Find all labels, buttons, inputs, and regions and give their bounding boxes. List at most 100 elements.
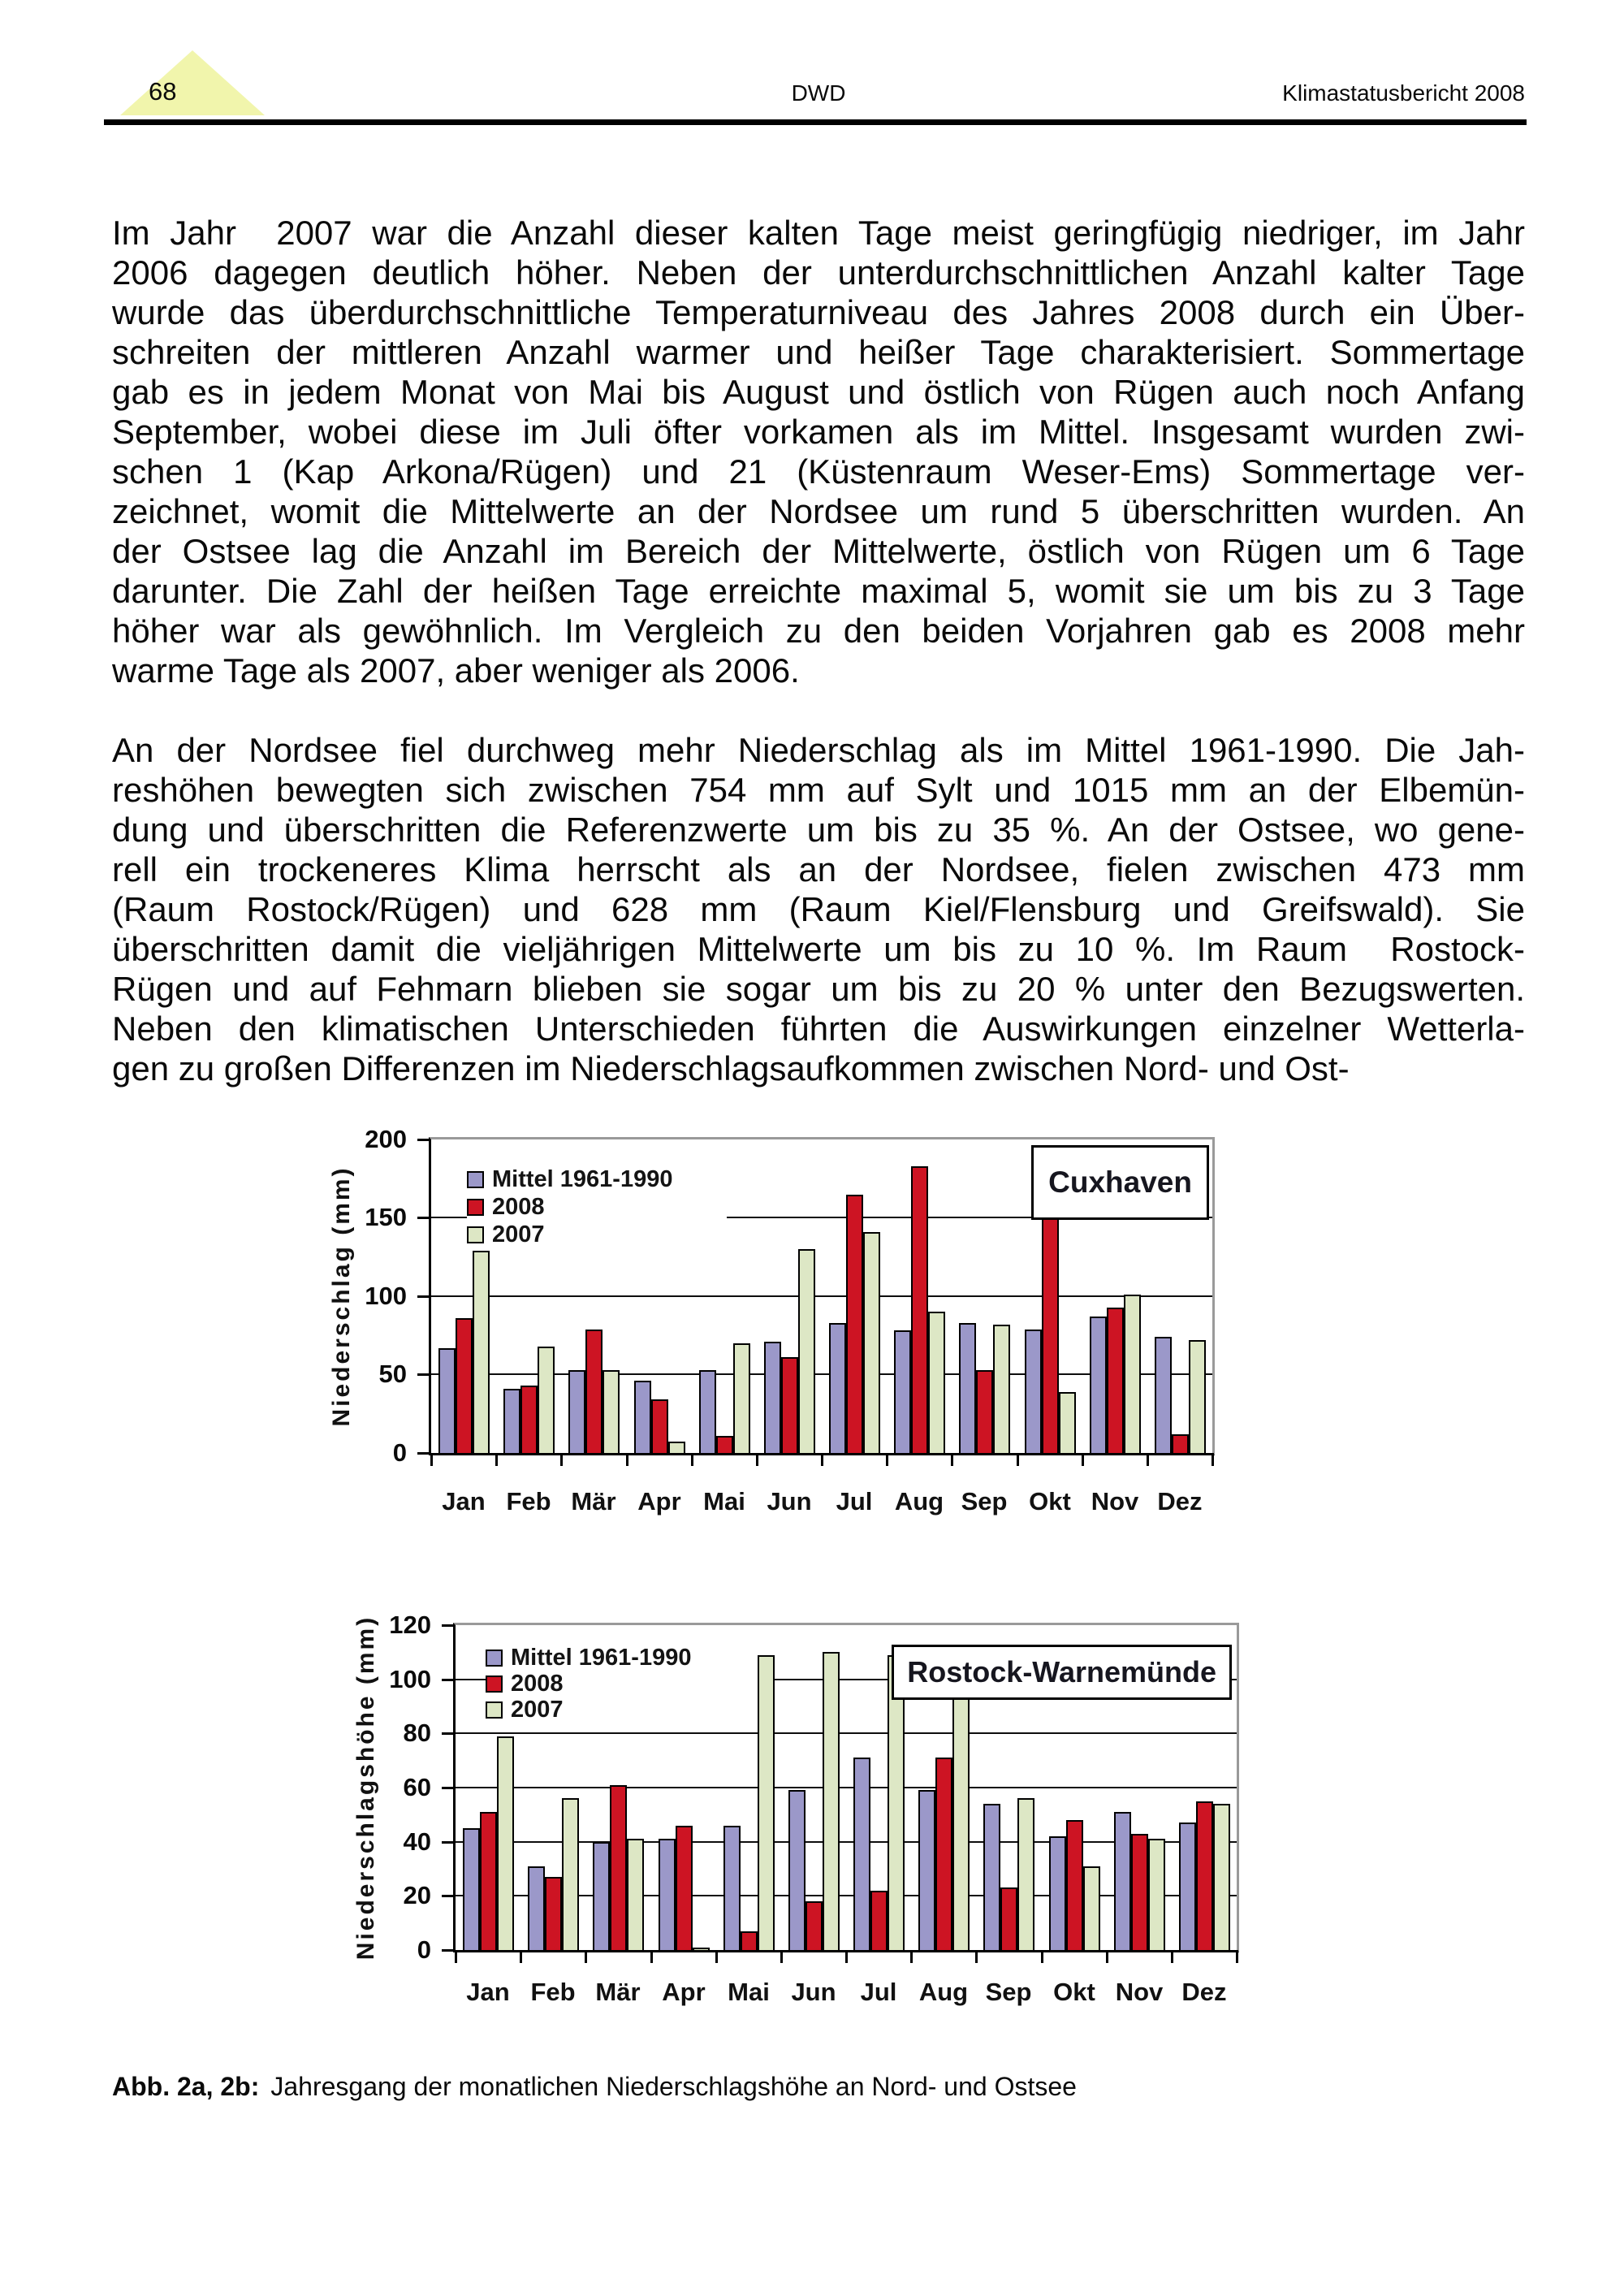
y-axis-tick-label: 0 [392,1438,407,1467]
text-line: Im Jahr 2007 war die Anzahl dieser kalte… [112,214,1525,252]
bar-Mittel-1961-1990-Dez [1155,1337,1172,1453]
bar-2008-Dez [1196,1801,1213,1950]
x-axis-tick [715,1950,718,1963]
y-axis-tick-label: 60 [403,1773,431,1801]
bar-Mittel-1961-1990-Sep [959,1323,976,1453]
legend-item: 2008 [486,1671,766,1697]
bar-Mittel-1961-1990-Mär [568,1370,585,1453]
y-axis-tick-label: 80 [403,1719,431,1747]
legend-label: Mittel 1961-1990 [492,1165,673,1192]
legend-label: 2008 [511,1670,564,1697]
text-line: September, wobei diese im Juli öfter vor… [112,413,1525,451]
bar-2008-Jan [456,1318,473,1453]
figure-caption: Abb. 2a, 2b: Jahresgang der monatlichen N… [112,2072,1525,2102]
legend-item: Mittel 1961-1990 [467,1165,727,1193]
y-axis-tick-label: 150 [365,1203,407,1231]
bar-Mittel-1961-1990-Dez [1179,1823,1196,1950]
bar-2008-Apr [676,1826,693,1950]
text-line: gab es in jedem Monat von Mai bis August… [112,373,1525,411]
bar-Mittel-1961-1990-Jul [853,1758,870,1950]
gridline [456,1895,1237,1896]
text-line: reshöhen bewegten sich zwischen 754 mm a… [112,771,1525,809]
legend-swatch [486,1701,503,1719]
gridline [431,1217,1212,1218]
x-axis-tick [821,1453,823,1466]
y-axis-title: Niederschlagshöhe (mm) [352,1615,379,1961]
bar-Mittel-1961-1990-Jan [438,1348,456,1453]
bar-2007-Mär [627,1839,644,1950]
bar-2007-Jul [863,1232,880,1453]
x-axis-tick [1082,1453,1084,1466]
chart-title: Cuxhaven [1031,1145,1209,1220]
x-axis-tick [1041,1950,1043,1963]
header-rule [104,119,1527,125]
bar-Mittel-1961-1990-Nov [1114,1812,1131,1950]
bar-Mittel-1961-1990-Jun [788,1790,806,1950]
bar-Mittel-1961-1990-Jun [764,1342,781,1453]
bar-2007-Mai [733,1343,750,1453]
month-label: Jan [442,1487,486,1516]
x-axis-tick [585,1950,587,1963]
legend-swatch [486,1649,503,1667]
bar-2008-Feb [520,1386,538,1453]
x-axis-tick [910,1950,913,1963]
bar-2008-Mai [716,1436,733,1453]
legend-label: 2008 [492,1193,545,1220]
bar-2007-Sep [1017,1798,1034,1950]
bar-2007-Mai [758,1655,775,1950]
y-axis-tick-label: 100 [365,1282,407,1310]
x-axis-tick [520,1950,522,1963]
x-axis-tick [691,1453,693,1466]
y-axis-tick [442,1895,453,1897]
month-label: Feb [530,1978,576,2006]
x-axis-tick [780,1950,783,1963]
bar-2007-Apr [693,1948,710,1950]
bar-2007-Okt [1059,1392,1076,1453]
x-axis-tick [756,1453,758,1466]
text-line: (Raum Rostock/Rügen) und 628 mm (Raum Ki… [112,890,1525,928]
bar-2007-Aug [952,1690,970,1950]
y-axis-title: Niederschlag (mm) [328,1165,355,1427]
bar-Mittel-1961-1990-Mai [723,1826,741,1950]
page-corner-triangle [120,50,265,115]
y-axis-tick-label: 20 [403,1881,431,1909]
month-label: Apr [637,1487,681,1516]
figure-caption-label: Abb. 2a, 2b: [112,2072,260,2101]
bar-Mittel-1961-1990-Apr [634,1381,651,1453]
y-axis-tick [417,1139,429,1141]
month-label: Nov [1115,1978,1164,2006]
y-axis-tick-label: 0 [417,1935,431,1964]
bar-Mittel-1961-1990-Okt [1025,1330,1042,1453]
page-number: 68 [149,77,177,106]
bar-2008-Nov [1107,1308,1124,1453]
legend: Mittel 1961-1990 2008 2007 [486,1641,766,1726]
month-label: Mär [571,1487,616,1516]
month-label: Mär [595,1978,641,2006]
x-axis-tick [495,1453,498,1466]
month-label: Mai [703,1487,745,1516]
legend-swatch [467,1198,484,1216]
legend-item: 2008 [467,1193,727,1221]
text-line: warme Tage als 2007, aber weniger als 20… [112,651,800,690]
bar-Mittel-1961-1990-Jan [463,1828,480,1950]
y-axis-tick-label: 100 [389,1665,431,1693]
y-axis-tick [417,1217,429,1219]
month-label: Okt [1029,1487,1071,1516]
text-line: An der Nordsee fiel durchweg mehr Nieder… [112,731,1525,769]
x-axis-tick [1236,1950,1238,1963]
bar-2008-Jul [846,1195,863,1453]
x-axis-tick [455,1950,457,1963]
bar-Mittel-1961-1990-Aug [894,1330,911,1453]
text-line: Rügen und auf Fehmarn blieben sie sogar … [112,970,1525,1008]
gridline [456,1841,1237,1843]
month-label: Jan [466,1978,510,2006]
month-label: Sep [985,1978,1032,2006]
month-label: Dez [1181,1978,1227,2006]
gridline [431,1295,1212,1297]
gridline [456,1732,1237,1734]
y-axis-tick [417,1295,429,1298]
month-label: Aug [918,1978,969,2006]
text-line: darunter. Die Zahl der heißen Tage errei… [112,572,1525,610]
text-line: 2006 dagegen deutlich höher. Neben der u… [112,253,1525,292]
paragraph-2: An der Nordsee fiel durchweg mehr Nieder… [112,730,1525,1088]
